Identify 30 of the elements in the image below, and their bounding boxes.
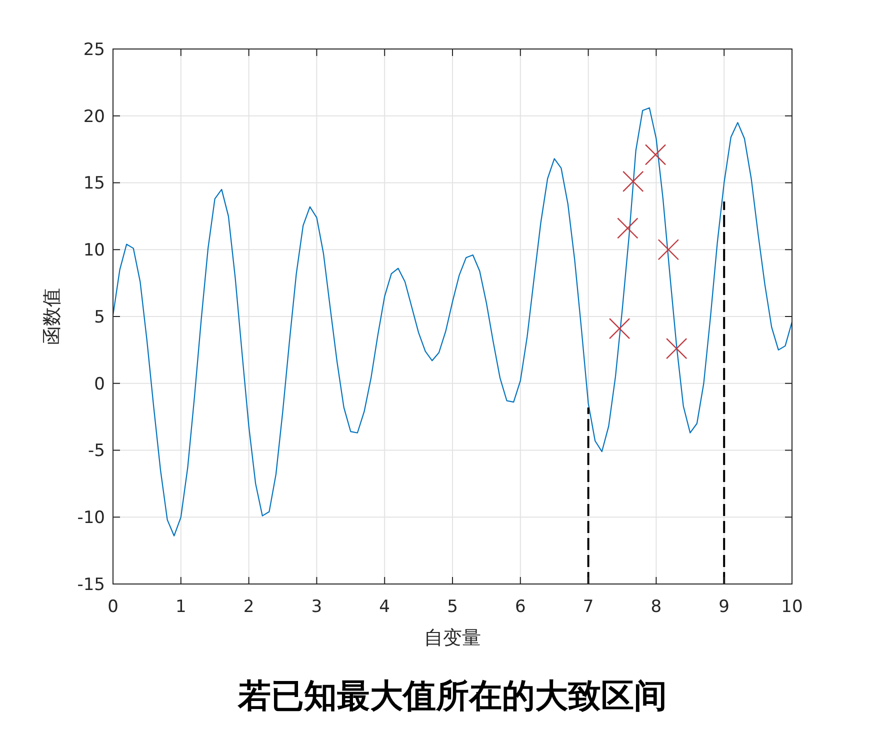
point: [644, 144, 666, 166]
x-tick-label: 2: [243, 597, 254, 617]
y-tick-label: -10: [77, 508, 105, 528]
x-tick-label: 6: [514, 597, 526, 617]
y-tick-label: 5: [94, 307, 105, 328]
y-axis-title: 函数值: [41, 288, 63, 345]
line-series: [112, 107, 793, 536]
y-tick-label: 25: [83, 40, 105, 60]
y-tick-label: 20: [83, 106, 105, 127]
x-axis-title: 自变量: [424, 627, 481, 649]
point: [666, 338, 688, 360]
text: 若已知最大值所在的大致区间: [237, 676, 667, 715]
x-tick-label: 8: [650, 597, 662, 617]
y-tick-label: 10: [83, 240, 105, 261]
point: [617, 218, 638, 239]
point: [658, 239, 680, 260]
x-tick-label: 7: [582, 597, 594, 617]
y-tick-label: -5: [88, 441, 105, 462]
x-tick-label: 4: [379, 597, 390, 617]
x-tick-label: 0: [108, 597, 118, 617]
x-tick-label: 10: [781, 597, 803, 617]
x-tick-label: 1: [175, 597, 186, 617]
y-tick-label: 15: [83, 174, 105, 194]
point: [608, 318, 630, 340]
y-tick-label: 0: [94, 374, 105, 394]
y-tick-label: -15: [77, 574, 105, 595]
x-tick-label: 5: [447, 597, 458, 617]
point: [622, 170, 644, 192]
x-tick-label: 9: [718, 597, 730, 617]
x-tick-label: 3: [311, 597, 322, 617]
